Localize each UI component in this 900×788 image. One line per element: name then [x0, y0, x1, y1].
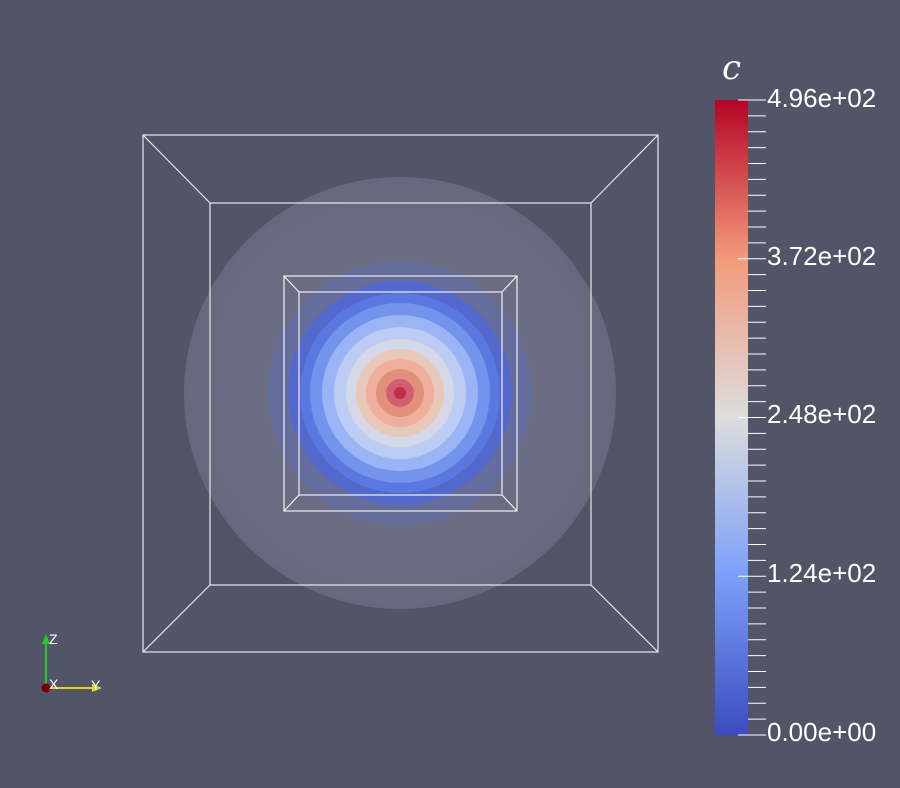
orientation-axes — [41, 634, 102, 693]
colorbar-label-min: 0.00e+00 — [767, 717, 877, 747]
concentration-contours — [268, 261, 532, 525]
colorbar-title: c — [722, 48, 742, 88]
colorbar-label-3: 3.72e+02 — [767, 241, 877, 271]
colorbar-label-1: 1.24e+02 — [767, 558, 877, 588]
colorbar-label-max: 4.96e+02 — [767, 83, 877, 113]
y-axis-label: Y — [91, 677, 101, 693]
z-axis-arrow — [42, 634, 50, 644]
colorbar-ticks — [738, 99, 766, 736]
inner-wireframe-box — [283, 275, 518, 512]
colorbar-label-mid: 2.48e+02 — [767, 399, 877, 429]
y-axis-arrow — [92, 684, 102, 692]
x-axis-label: X — [49, 676, 59, 692]
z-axis-label: Z — [49, 631, 58, 647]
outer-wireframe-box — [142, 134, 659, 653]
x-axis-dot — [41, 683, 51, 693]
